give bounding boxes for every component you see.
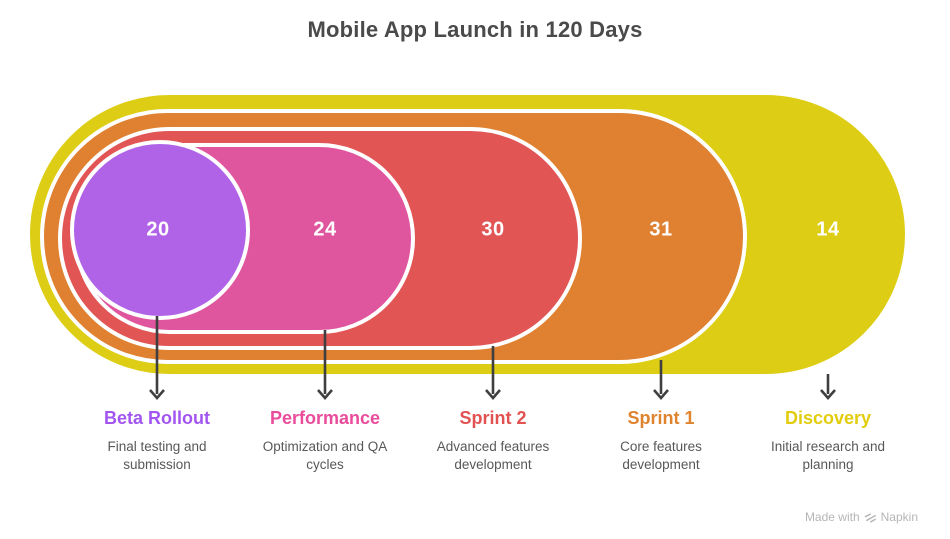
stage-label-sprint-2: Sprint 2 Advanced features development (398, 408, 588, 474)
stage-value-beta-rollout: 20 (146, 218, 170, 241)
down-arrow-icon (485, 346, 501, 400)
stage-value-discovery: 14 (816, 218, 840, 241)
stage-title: Sprint 1 (627, 408, 695, 428)
stage-description: Initial research and planning (770, 439, 886, 472)
stage-label-sprint-1: Sprint 1 Core features development (566, 408, 756, 474)
page-title: Mobile App Launch in 120 Days (307, 17, 643, 42)
stage-title: Beta Rollout (104, 408, 210, 428)
down-arrow-icon (653, 360, 669, 400)
down-arrow-icon (820, 374, 836, 400)
made-with-text: Made with (804, 510, 860, 524)
stage-label-performance: Performance Optimization and QA cycles (230, 408, 420, 474)
stage-description: Advanced features development (436, 439, 550, 472)
stage-description: Optimization and QA cycles (262, 439, 388, 472)
made-with-napkin-link[interactable]: Made with Napkin (805, 510, 918, 524)
stage-value-sprint-1: 31 (649, 218, 673, 241)
down-arrow-icon (149, 316, 165, 400)
stage-description: Final testing and submission (107, 439, 207, 472)
stage-title: Discovery (784, 408, 872, 428)
napkin-logo-icon (864, 512, 876, 523)
stage-title: Performance (269, 408, 381, 428)
stage-value-performance: 24 (313, 218, 337, 241)
stage-description: Core features development (620, 439, 702, 472)
napkin-brand-text: Napkin (880, 510, 918, 524)
stage-label-discovery: Discovery Initial research and planning (733, 408, 923, 474)
stage-title: Sprint 2 (459, 408, 527, 428)
stage-shape-beta-rollout (70, 140, 250, 320)
stage-value-sprint-2: 30 (481, 218, 505, 241)
down-arrow-icon (317, 330, 333, 400)
stage-label-beta-rollout: Beta Rollout Final testing and submissio… (62, 408, 252, 474)
